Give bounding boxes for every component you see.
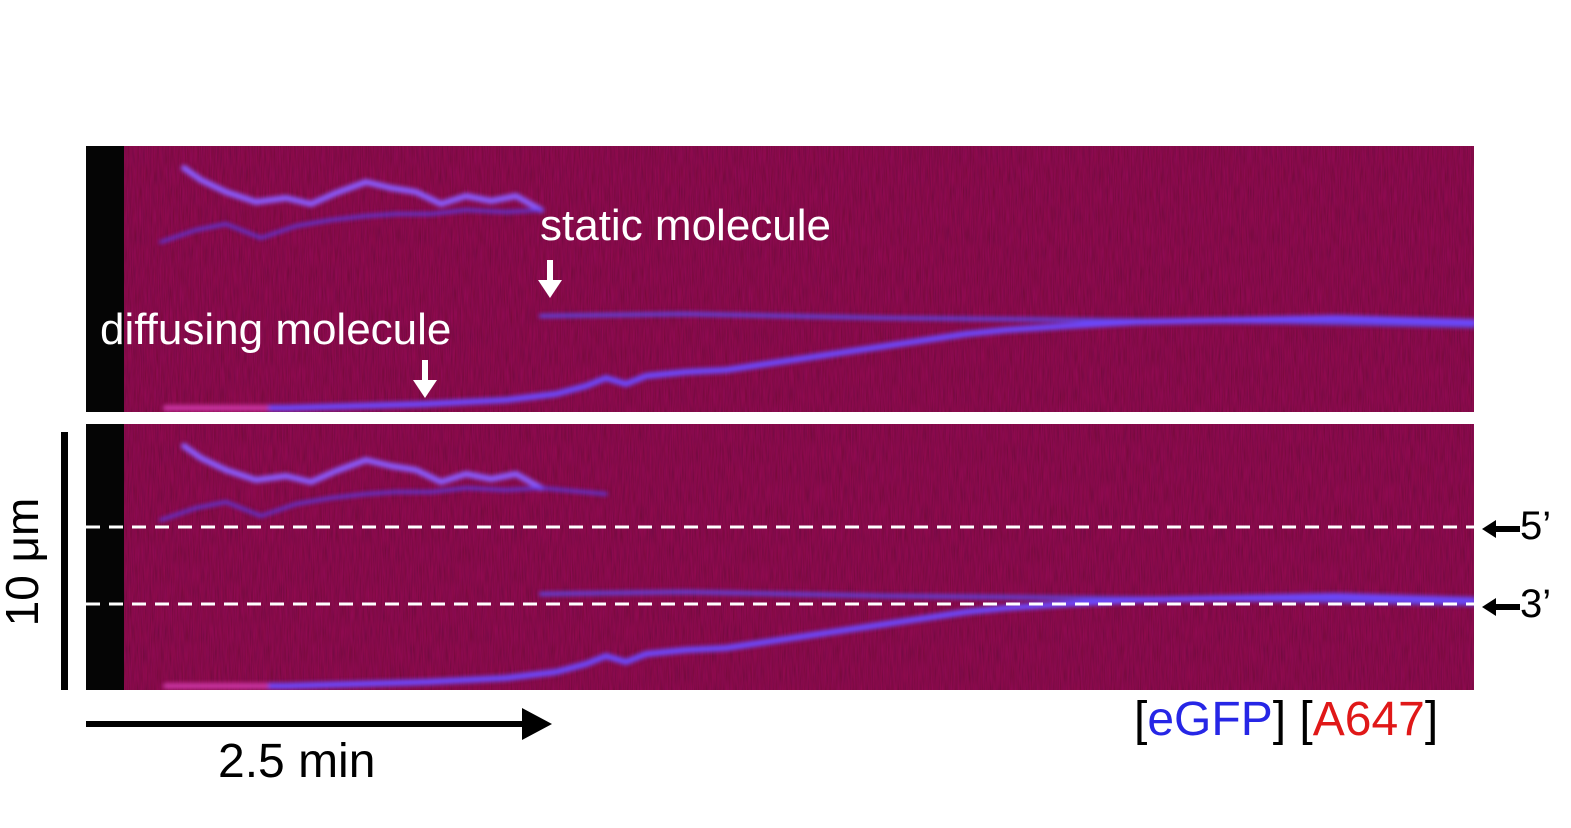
arrow-left-3prime-icon (1482, 598, 1520, 616)
kymograph-noise (86, 146, 1474, 412)
scale-bar-vertical-label: 10 μm (0, 497, 48, 627)
kymograph-bottom (86, 424, 1474, 690)
arrow-left-5prime-icon (1482, 520, 1520, 538)
legend-bracket-close-1: ] (1272, 693, 1287, 746)
diffusing-molecule-label: diffusing molecule (100, 305, 452, 354)
diffusing-molecule-arrow-icon (413, 360, 437, 398)
trace-upper (181, 165, 544, 213)
legend-bracket-open-1: [ (1134, 693, 1148, 746)
legend-bracket-close-2: ] (1424, 693, 1439, 746)
scale-bar-horizontal-label: 2.5 min (218, 735, 376, 788)
trace-upper-faint (159, 486, 608, 522)
kymograph-dark-edge (86, 146, 124, 412)
trace-diffusing (163, 315, 1474, 411)
legend-egfp: eGFP (1147, 693, 1273, 746)
trace-static (539, 590, 1474, 606)
time-arrow-icon (86, 708, 552, 740)
channel-legend: [eGFP] [A647] (1134, 696, 1438, 744)
trace-upper-faint (159, 208, 543, 244)
legend-bracket-open-2: [ (1299, 693, 1313, 746)
static-molecule-arrow-icon (538, 260, 562, 298)
kymograph-bottom-image (86, 424, 1474, 690)
marker-3prime: 3’ (1520, 582, 1552, 626)
trace-upper (181, 443, 544, 491)
scale-bar-vertical (61, 432, 68, 690)
marker-5prime: 5’ (1520, 504, 1552, 548)
legend-a647: A647 (1312, 693, 1425, 746)
trace-diffusing (163, 593, 1474, 689)
kymograph-noise (86, 424, 1474, 690)
kymograph-top-image (86, 146, 1474, 412)
kymograph-top: static molecule diffusing molecule (86, 146, 1474, 412)
trace-static (539, 312, 1474, 328)
kymograph-dark-edge (86, 424, 124, 690)
static-molecule-label: static molecule (540, 201, 832, 250)
